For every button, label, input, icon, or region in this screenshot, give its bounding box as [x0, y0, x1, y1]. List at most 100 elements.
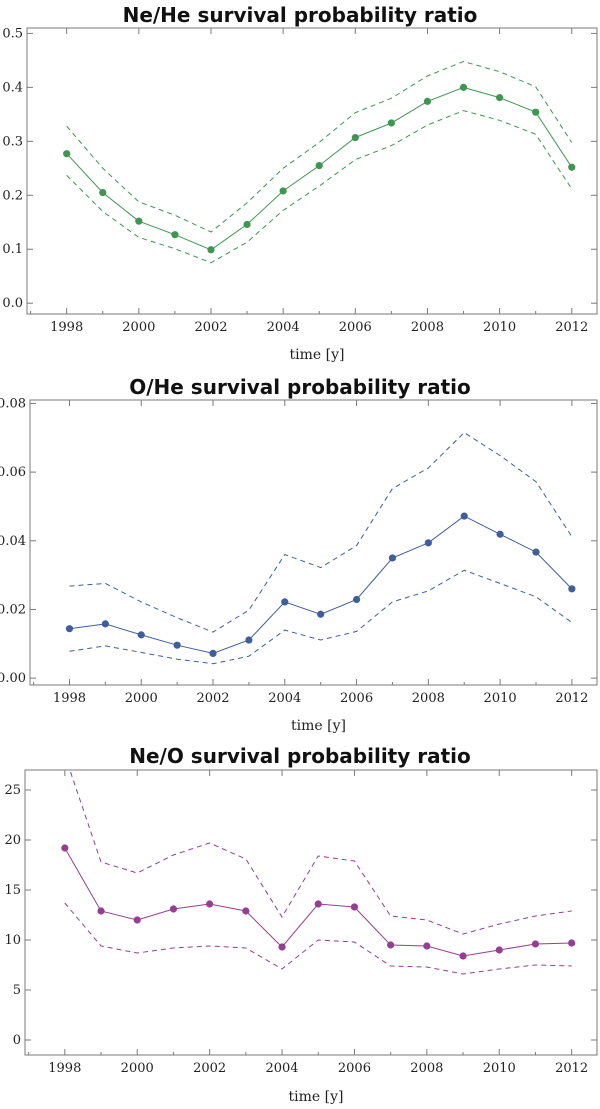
series-line-value	[69, 515, 573, 654]
data-point	[137, 631, 145, 639]
data-point	[65, 625, 74, 633]
data-point	[424, 539, 432, 547]
y-tick-label: 0.0	[2, 296, 23, 311]
x-tick-label: 2006	[338, 1061, 371, 1076]
y-tick-label: 0.3	[2, 134, 23, 149]
data-point	[169, 905, 178, 913]
x-tick-label: 2004	[268, 691, 301, 706]
series-line-upper	[69, 770, 572, 935]
data-point	[423, 97, 432, 105]
data-point	[495, 94, 504, 102]
x-tick-label: 2010	[483, 320, 516, 335]
data-point	[568, 585, 576, 593]
chart-title: O/He survival probability ratio	[129, 375, 471, 399]
data-point	[317, 610, 325, 618]
x-tick-label: 2006	[340, 691, 373, 706]
x-tick-label: 2010	[484, 691, 517, 706]
series-line-upper	[66, 60, 573, 233]
x-tick-label: 2004	[265, 1061, 298, 1076]
data-point	[209, 649, 217, 658]
x-tick-label: 2008	[411, 320, 444, 335]
y-tick-label: 0	[13, 1033, 21, 1048]
series-line-lower	[66, 110, 573, 264]
x-axis-label: time [y]	[290, 347, 345, 363]
y-tick-label: 0.06	[0, 465, 26, 480]
data-point	[496, 530, 504, 538]
y-tick-label: 15	[4, 883, 21, 898]
x-tick-label: 1998	[48, 1061, 81, 1076]
x-tick-label: 2000	[125, 691, 158, 706]
series-group	[69, 431, 573, 665]
x-tick-label: 2012	[555, 1061, 588, 1076]
data-point	[532, 548, 540, 556]
series-line-lower	[69, 569, 573, 665]
plot-frame	[26, 27, 598, 315]
data-point	[387, 119, 395, 127]
data-point	[61, 844, 69, 852]
chart-panel-1: Ne/He survival probability ratio 1998 2000…	[2, 3, 598, 363]
y-tick-label: 0.4	[2, 80, 23, 95]
plot-frame	[29, 399, 598, 686]
chart-panel-2: O/He survival probability ratio 1998 2000 2…	[0, 375, 598, 734]
data-point	[388, 554, 397, 562]
data-point	[97, 907, 105, 915]
x-tick-label: 2010	[483, 1061, 516, 1076]
series-line-lower	[64, 902, 572, 975]
y-tick-label: 0.1	[2, 242, 23, 257]
data-point	[532, 108, 540, 116]
x-tick-label: 1998	[50, 320, 83, 335]
data-point	[281, 598, 289, 606]
data-point	[531, 940, 540, 948]
data-point	[568, 939, 576, 947]
data-point	[459, 83, 468, 91]
data-point	[423, 942, 431, 950]
data-point	[279, 187, 287, 195]
y-tick-label: 10	[4, 933, 21, 948]
data-point	[245, 636, 253, 644]
x-tick-label: 2000	[121, 1061, 154, 1076]
data-point	[243, 220, 251, 229]
x-tick-label: 2000	[122, 320, 155, 335]
x-tick-label: 2008	[410, 1061, 443, 1076]
x-tick-label: 2002	[194, 320, 227, 335]
y-tick-label: 25	[4, 783, 21, 798]
y-tick-label: 0.02	[0, 602, 26, 617]
data-point	[171, 231, 179, 239]
x-tick-label: 2008	[412, 691, 445, 706]
data-point	[568, 163, 576, 171]
chart-title: Ne/He survival probability ratio	[123, 3, 478, 27]
y-tick-label: 0.5	[2, 26, 23, 41]
x-axis-label: time [y]	[291, 718, 346, 734]
y-tick-label: 0.2	[2, 188, 23, 203]
data-point	[387, 941, 395, 949]
series-line-upper	[69, 431, 573, 633]
x-tick-label: 2012	[555, 691, 588, 706]
data-point	[460, 512, 468, 520]
series-group	[64, 770, 572, 975]
data-point	[315, 162, 323, 170]
x-tick-label: 2002	[193, 1061, 226, 1076]
y-tick-label: 5	[13, 983, 21, 998]
y-tick-label: 20	[4, 833, 21, 848]
data-point	[351, 133, 359, 142]
data-point	[206, 900, 214, 908]
y-tick-label: 0.00	[0, 671, 26, 686]
y-tick-label: 0.04	[0, 534, 26, 549]
chart-title: Ne/O survival probability ratio	[129, 744, 471, 768]
data-point	[350, 903, 359, 911]
plot-frame	[24, 769, 598, 1056]
data-point	[352, 595, 361, 604]
x-tick-label: 1998	[53, 691, 86, 706]
data-point	[63, 150, 71, 158]
data-point	[242, 907, 250, 915]
chart-panel-3: Ne/O survival probability ratio 1998 2000 2…	[4, 744, 598, 1105]
x-tick-label: 2004	[267, 320, 300, 335]
data-point	[173, 641, 181, 649]
data-point	[495, 946, 503, 954]
data-point	[207, 246, 215, 254]
x-tick-label: 2006	[339, 320, 372, 335]
data-point	[101, 620, 109, 628]
data-point	[133, 916, 141, 924]
x-axis-label: time [y]	[289, 1089, 344, 1105]
